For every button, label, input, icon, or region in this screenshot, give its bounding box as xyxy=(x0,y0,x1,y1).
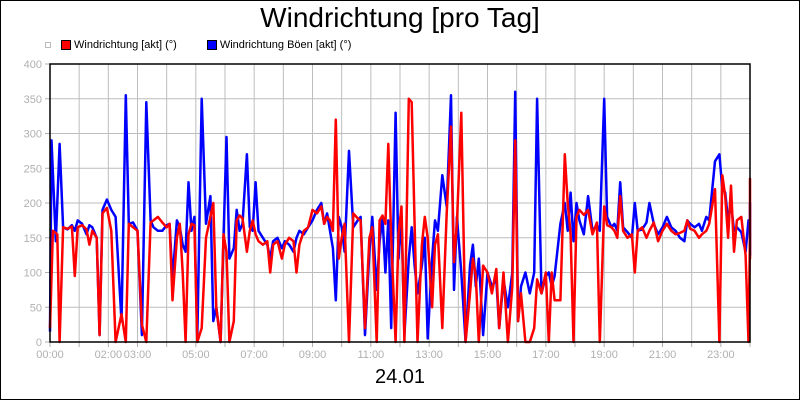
legend: Windrichtung [akt] (°) Windrichtung Böen… xyxy=(45,38,381,52)
y-tick-label: 200 xyxy=(24,198,42,210)
y-axis: 0 50 100 150 200 250 300 350 400 xyxy=(24,59,50,349)
chart-title: Windrichtung [pro Tag] xyxy=(260,2,540,33)
plot-border xyxy=(49,63,751,343)
x-tick-label: 21:00 xyxy=(649,349,677,361)
y-tick-label: 150 xyxy=(24,233,42,245)
x-tick-label: 13:00 xyxy=(415,349,443,361)
x-tick-label: 19:00 xyxy=(590,349,618,361)
x-tick-label: 11:00 xyxy=(357,349,384,361)
legend-item-windrichtung-boeen: Windrichtung Böen [akt] (°) xyxy=(206,39,352,51)
legend-marker-icon xyxy=(45,42,51,48)
y-tick-label: 100 xyxy=(24,268,42,280)
legend-label: Windrichtung [akt] (°) xyxy=(74,39,177,51)
y-tick-label: 250 xyxy=(24,163,42,175)
x-tick-label: 05:00 xyxy=(182,349,210,361)
x-tick-label: 15:00 xyxy=(474,349,502,361)
x-axis-label: 24.01 xyxy=(374,366,426,388)
gridlines xyxy=(49,63,751,343)
y-tick-label: 400 xyxy=(24,59,42,71)
legend-label: Windrichtung Böen [akt] (°) xyxy=(219,39,352,51)
x-tick-label: 02:00 xyxy=(95,349,123,361)
legend-swatch-blue-icon xyxy=(206,40,217,50)
x-tick-label: 00:00 xyxy=(36,349,64,361)
legend-item-windrichtung: Windrichtung [akt] (°) xyxy=(61,39,177,51)
y-tick-label: 50 xyxy=(30,302,42,314)
x-tick-label: 03:00 xyxy=(124,349,152,361)
legend-swatch-red-icon xyxy=(61,40,71,50)
x-tick-label: 23:00 xyxy=(707,349,735,361)
x-tick-label: 17:00 xyxy=(532,349,560,361)
x-tick-label: 09:00 xyxy=(299,349,327,361)
y-tick-label: 350 xyxy=(24,94,42,106)
y-tick-label: 0 xyxy=(36,337,42,349)
x-tick-label: 07:00 xyxy=(240,349,268,361)
y-tick-label: 300 xyxy=(24,129,42,141)
x-axis: 00:00 02:00 03:00 05:00 07:00 09:00 11:00 13:00… xyxy=(36,342,751,361)
